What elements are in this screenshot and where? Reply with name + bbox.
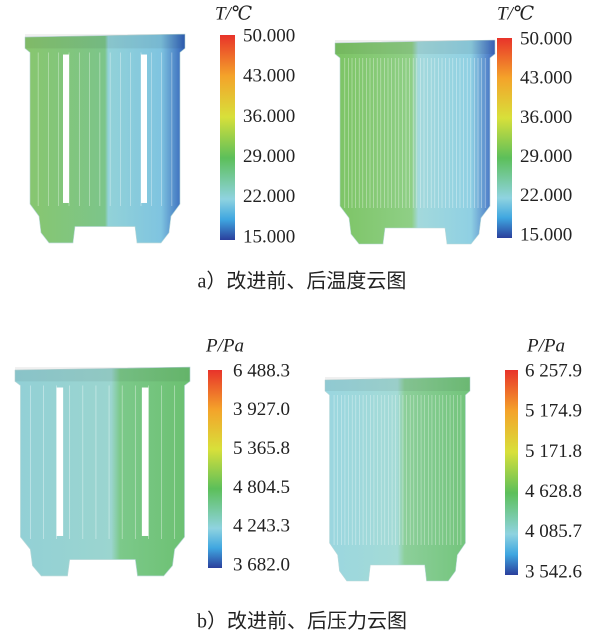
colorbar-tick-label: 5 171.8 [525,441,582,462]
colorbar-title: T/℃ [215,3,252,24]
colorbar-tick-label: 43.000 [520,68,572,89]
colorbar-title: P/Pa [205,335,244,356]
figure: a）改进前、后温度云图 b）改进前、后压力云图 T/℃50.00043.0003… [0,0,604,637]
colorbar-tick-label: 5 365.8 [233,438,290,459]
header [325,377,470,391]
colorbar-tick-label: 4 243.3 [233,516,290,537]
slot [142,388,149,536]
colorbar-title: T/℃ [497,3,534,24]
colorbar-title: P/Pa [526,335,565,356]
caption: b）改进前、后压力云图 [197,610,407,633]
colorbar-tick-label: 4 628.8 [525,481,582,502]
colorbar [208,370,222,568]
contour-plot [335,40,495,244]
plate [15,367,190,576]
colorbar-tick-label: 50.000 [520,28,572,49]
colorbar-tick-label: 36.000 [243,106,295,127]
header [335,40,495,54]
colorbar-tick-label: 29.000 [520,146,572,167]
colorbar [220,35,235,240]
colorbar-tick-label: 4 085.7 [525,521,582,542]
plate [25,34,185,243]
contour-plot [325,377,470,581]
header [15,367,190,381]
plate [325,377,470,581]
colorbar [497,38,512,238]
colorbar-tick-label: 15.000 [243,226,295,247]
colorbar-tick-label: 36.000 [520,107,572,128]
header [25,34,185,48]
colorbar-tick-label: 50.000 [243,25,295,46]
slot [141,55,147,203]
colorbar-tick-label: 29.000 [243,146,295,167]
slot [57,388,64,536]
colorbar-tick-label: 5 174.9 [525,401,582,422]
colorbar-tick-label: 6 488.3 [233,360,290,381]
colorbar-tick-label: 4 804.5 [233,477,290,498]
colorbar-tick-label: 22.000 [520,185,572,206]
colorbar-tick-label: 3 542.6 [525,561,582,582]
colorbar-tick-label: 15.000 [520,224,572,245]
contour-plot [25,34,185,243]
slot [63,55,69,203]
colorbar-tick-label: 22.000 [243,186,295,207]
caption: a）改进前、后温度云图 [198,270,407,293]
colorbar-tick-label: 6 257.9 [525,360,582,381]
contour-plot [15,367,190,576]
colorbar-tick-label: 43.000 [243,66,295,87]
colorbar-tick-label: 3 927.0 [233,399,290,420]
colorbar-tick-label: 3 682.0 [233,554,290,575]
colorbar [505,370,518,575]
